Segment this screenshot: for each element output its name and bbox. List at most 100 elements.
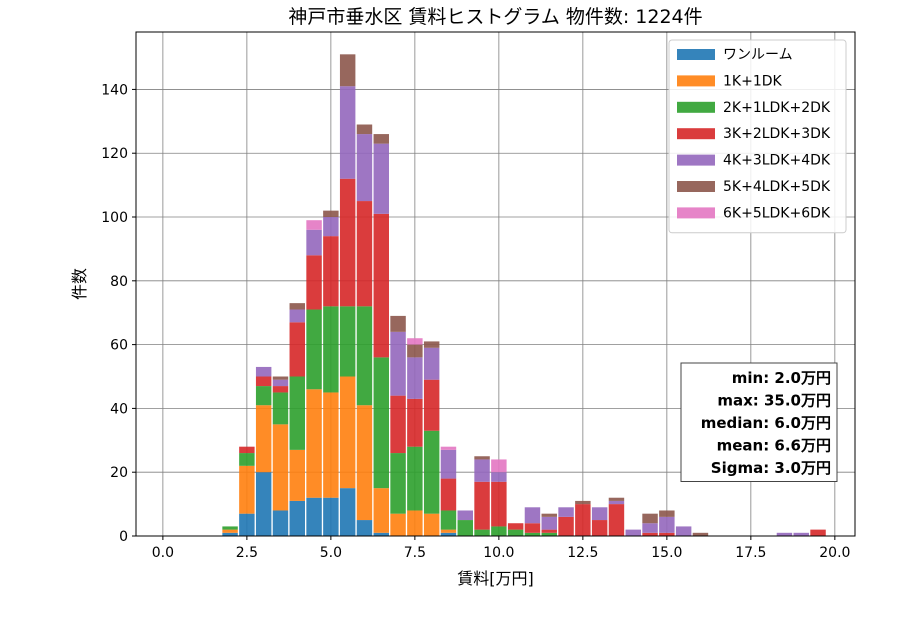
stats-frame bbox=[680, 362, 838, 482]
stats-line: min: 2.0万円 bbox=[732, 369, 831, 387]
bar-segment bbox=[222, 526, 238, 530]
bar-segment bbox=[625, 529, 641, 536]
x-tick-label: 17.5 bbox=[735, 545, 766, 561]
y-tick-label: 100 bbox=[101, 210, 128, 226]
bar-segment bbox=[423, 513, 440, 536]
stats-line: mean: 6.6万円 bbox=[717, 437, 831, 455]
x-axis-label: 賃料[万円] bbox=[457, 569, 534, 588]
bar-segment bbox=[390, 395, 406, 454]
bar-segment bbox=[776, 532, 793, 536]
bar-segment bbox=[457, 520, 473, 536]
legend-swatch bbox=[677, 101, 715, 113]
legend-label: 2K+1LDK+2DK bbox=[723, 100, 831, 116]
bar-segment bbox=[306, 220, 322, 230]
bar-segment bbox=[356, 124, 373, 135]
bar-segment bbox=[323, 306, 339, 393]
bar-segment bbox=[608, 497, 625, 501]
bar-segment bbox=[541, 532, 557, 536]
bar-segment bbox=[810, 529, 826, 536]
bar-segment bbox=[491, 472, 507, 482]
bars bbox=[222, 54, 826, 536]
bar-segment bbox=[222, 529, 238, 533]
bar-segment bbox=[390, 453, 406, 514]
x-tick-label: 15.0 bbox=[651, 545, 682, 561]
bar-segment bbox=[541, 529, 557, 533]
bar-segment bbox=[339, 178, 356, 307]
bar-segment bbox=[524, 523, 541, 533]
stats-line: Sigma: 3.0万円 bbox=[711, 459, 831, 477]
bar-segment bbox=[289, 322, 305, 377]
bar-segment bbox=[591, 520, 608, 536]
bar-segment bbox=[373, 532, 389, 536]
bar-segment bbox=[491, 481, 507, 527]
bar-segment bbox=[474, 481, 490, 530]
bar-segment bbox=[373, 488, 389, 533]
bar-segment bbox=[239, 446, 255, 454]
bar-segment bbox=[255, 366, 272, 377]
bar-segment bbox=[642, 523, 658, 533]
y-axis-label: 件数 bbox=[70, 268, 89, 300]
bar-segment bbox=[675, 526, 692, 536]
y-tick-label: 0 bbox=[119, 529, 128, 545]
bar-segment bbox=[524, 507, 541, 524]
bar-segment bbox=[407, 446, 423, 511]
bar-segment bbox=[407, 338, 423, 345]
stats-line: max: 35.0万円 bbox=[717, 392, 831, 410]
bar-segment bbox=[323, 392, 339, 498]
bar-segment bbox=[239, 513, 255, 536]
bar-segment bbox=[373, 213, 389, 358]
bar-segment bbox=[356, 201, 373, 307]
legend-label: 4K+3LDK+4DK bbox=[723, 153, 831, 169]
legend: ワンルーム 1K+1DK 2K+1LDK+2DK 3K+2LDK+3DK 4K+3LDK… bbox=[668, 39, 847, 234]
x-tick-label: 20.0 bbox=[819, 545, 850, 561]
bar-segment bbox=[440, 532, 457, 536]
bar-segment bbox=[440, 529, 457, 533]
bar-segment bbox=[507, 529, 524, 536]
bar-segment bbox=[440, 449, 457, 479]
y-tick-label: 140 bbox=[101, 82, 128, 98]
bar-segment bbox=[356, 405, 373, 521]
legend-swatch bbox=[677, 154, 715, 166]
bar-segment bbox=[440, 478, 457, 511]
bar-segment bbox=[659, 532, 675, 536]
bar-segment bbox=[558, 516, 574, 536]
x-tick-label: 0.0 bbox=[152, 545, 174, 561]
bar-segment bbox=[390, 513, 406, 536]
bar-segment bbox=[491, 459, 507, 473]
bar-segment bbox=[239, 453, 255, 466]
bar-segment bbox=[659, 510, 675, 517]
y-axis: 0 20 40 60 80 100 120 140 bbox=[101, 82, 136, 545]
bar-segment bbox=[575, 500, 591, 505]
y-tick-label: 40 bbox=[110, 401, 128, 417]
bar-segment bbox=[642, 532, 658, 536]
y-tick-label: 60 bbox=[110, 338, 128, 354]
bar-segment bbox=[339, 54, 356, 87]
bar-segment bbox=[407, 344, 423, 358]
bar-segment bbox=[239, 465, 255, 514]
x-tick-label: 10.0 bbox=[483, 545, 514, 561]
bar-segment bbox=[373, 134, 389, 144]
bar-segment bbox=[272, 386, 289, 393]
bar-segment bbox=[575, 504, 591, 536]
bar-segment bbox=[356, 306, 373, 406]
bar-segment bbox=[608, 500, 625, 505]
bar-segment bbox=[272, 510, 289, 536]
bar-segment bbox=[474, 459, 490, 482]
bar-segment bbox=[423, 347, 440, 380]
bar-segment bbox=[323, 210, 339, 218]
bar-segment bbox=[423, 430, 440, 514]
bar-segment bbox=[323, 217, 339, 237]
legend-swatch bbox=[677, 49, 715, 60]
bar-segment bbox=[272, 392, 289, 425]
bar-segment bbox=[306, 497, 322, 536]
bar-segment bbox=[541, 513, 557, 517]
bar-segment bbox=[255, 405, 272, 473]
bar-segment bbox=[289, 449, 305, 501]
bar-segment bbox=[793, 532, 809, 536]
bar-segment bbox=[407, 398, 423, 447]
bar-segment bbox=[373, 357, 389, 489]
bar-segment bbox=[642, 513, 658, 524]
bar-segment bbox=[373, 143, 389, 214]
bar-segment bbox=[659, 516, 675, 533]
bar-segment bbox=[222, 532, 238, 536]
